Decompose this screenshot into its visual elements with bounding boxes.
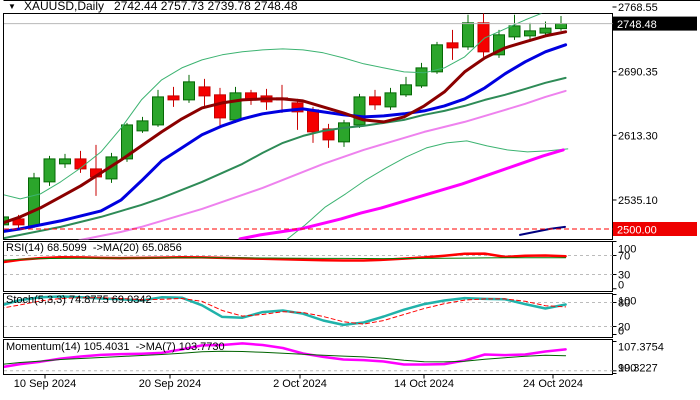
momentum-axis-label: 107.3754 [618,342,664,354]
candle-bull [183,81,195,101]
rsi-axis-label: 70 [618,251,630,263]
price-axis-label: 2613.30 [618,130,658,142]
ma-blue [4,43,568,233]
candle-bull [462,22,474,48]
rsi-axis-label: 30 [618,270,630,282]
bid-price-badge [613,16,697,31]
bid-price-badge-text: 2748.48 [617,19,657,31]
momentum-panel-border [3,339,613,375]
momentum-axis-label: 99.3227 [618,363,658,375]
candle-bear [477,22,490,53]
level-price-badge [613,221,697,236]
chart-title: XAUUSD,Daily 2742.44 2757.73 2739.78 2748… [24,0,298,13]
price-axis-label: 2535.10 [618,195,658,207]
rsi-label: RSI(14) 68.5099 ->MA(20) 65.0856 [6,242,182,254]
candles-layer [4,13,567,229]
stoch-axis-label: 20 [618,322,630,334]
candle-bull [136,120,149,132]
candle-bear [446,42,459,49]
candle-bear [214,94,226,119]
band-upper [4,13,543,200]
candle-bear [167,95,180,101]
date-label: 2 Oct 2024 [273,378,327,390]
momentum-main [4,342,567,369]
ohlc-values: 2742.44 2757.73 2739.78 2748.48 [114,0,298,13]
momentum-label: Momentum(14) 105.4031 ->MA(7) 103.7730 [6,341,225,353]
candle-bull [400,84,412,96]
ma-magenta [238,148,565,240]
symbol-dropdown-icon[interactable]: ▼ [8,2,16,11]
main-panel-border [3,13,613,240]
candle-bull [431,44,443,73]
candle-bull [555,23,567,30]
candle-bull [28,177,40,227]
candle-bull [338,122,350,143]
rsi-axis-label: 0 [618,280,624,292]
candle-bull [152,96,164,126]
stoch-axis-label: 80 [618,298,630,310]
candle-bear [369,96,381,106]
candle-bear [198,86,211,97]
candle-bull [59,158,71,165]
rsi-ma [4,257,567,261]
candle-bear [74,158,87,170]
date-label: 24 Oct 2024 [523,378,583,390]
candle-bear [291,102,304,113]
stoch-axis-label: 100 [618,296,636,308]
candle-bull [353,96,366,126]
symbol-label: XAUUSD,Daily [24,0,105,13]
stoch-axis-label: 0 [618,326,624,338]
candle-bull [539,27,552,34]
level-price-badge-text: 2500.00 [617,224,657,236]
candle-bull [229,92,242,121]
stoch-panel-border [3,293,613,338]
date-label: 20 Sep 2024 [139,378,201,390]
ma-plum [77,89,567,240]
ma-darkgreen [4,76,567,240]
stoch-label: Stoch(5,3,3) 74.8775 69.0342 [6,294,152,306]
candle-bull [493,34,505,56]
momentum-ma [4,350,567,365]
price-axis-label: 2690.35 [618,67,658,79]
candle-bull [43,158,56,183]
price-axis-label: 2768.55 [618,2,658,14]
ma-navy [519,225,566,236]
candle-bull [508,25,521,38]
band-lower [285,140,569,240]
candle-bear [307,109,319,133]
rsi-panel-border [3,241,613,292]
candle-bull [121,124,133,160]
stoch-signal [4,297,567,325]
ma-maroon [4,30,568,225]
rsi-axis-label: 100 [618,244,636,256]
candle-bull [415,67,428,87]
momentum-axis-label: 100 [618,363,636,375]
date-label: 10 Sep 2024 [14,378,76,390]
candle-bear [322,128,335,141]
candle-bull [524,30,536,37]
candle-bull [384,92,397,108]
date-label: 14 Oct 2024 [394,378,454,390]
